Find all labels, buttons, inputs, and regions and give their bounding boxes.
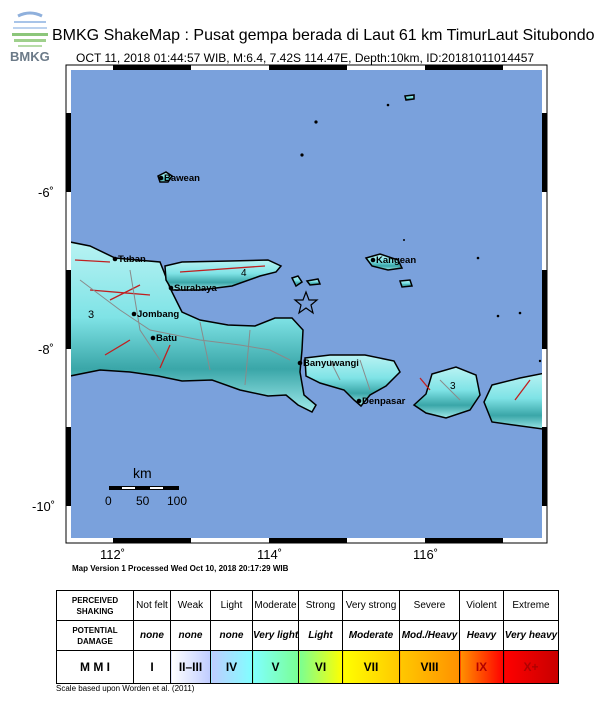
lombok-island [412, 366, 481, 419]
bmkg-logo [10, 8, 50, 48]
map-version-note: Map Version 1 Processed Wed Oct 10, 2018… [72, 564, 289, 573]
intensity-legend: PERCEIVED SHAKING Not felt Weak Light Mo… [56, 590, 559, 684]
shaking-cell: Light [210, 590, 253, 621]
city-label-bawean: Bawean [164, 173, 200, 184]
lat-label: -6˚ [38, 185, 54, 200]
mmi-cell: V [252, 650, 299, 684]
admin-boundaries [79, 269, 461, 401]
scale-bar: km 0 50 100 [105, 465, 187, 508]
damage-row: POTENTIAL DAMAGE none none none Very lig… [56, 620, 559, 651]
mmi-row: M M I I II–III IV V VI VII VIII IX X+ [56, 650, 559, 684]
row-label: M M I [56, 650, 134, 684]
shaking-cell: Not felt [133, 590, 171, 621]
mmi-cell: II–III [170, 650, 211, 684]
row-label: PERCEIVED SHAKING [56, 590, 134, 621]
city-label-batu: Batu [156, 333, 177, 344]
small-island [305, 278, 322, 286]
lon-label: 112˚ [100, 547, 125, 562]
shaking-cell: Very strong [342, 590, 400, 621]
logo-text: BMKG [10, 49, 50, 64]
fault-lines [74, 259, 531, 401]
lat-label: -10˚ [32, 499, 55, 514]
mmi-cell: VII [342, 650, 400, 684]
shaking-cell: Strong [298, 590, 343, 621]
small-island [398, 279, 414, 288]
shaking-row: PERCEIVED SHAKING Not felt Weak Light Mo… [56, 590, 559, 621]
damage-cell: Heavy [459, 620, 504, 651]
damage-cell: Very light [252, 620, 299, 651]
mmi-cell: VIII [399, 650, 460, 684]
scale-label: 0 [105, 494, 112, 508]
page-title: BMKG ShakeMap : Pusat gempa berada di La… [52, 27, 595, 44]
scale-label: 100 [167, 494, 187, 508]
contour-label: 4 [241, 268, 247, 279]
epicenter-star-icon[interactable] [293, 290, 319, 315]
city-markers [112, 175, 376, 404]
damage-cell: none [133, 620, 171, 651]
mmi-cell: X+ [503, 650, 559, 684]
city-label-denpasar: Denpasar [362, 396, 406, 407]
shaking-cell: Extreme [503, 590, 559, 621]
damage-cell: none [210, 620, 253, 651]
lat-label: -8˚ [38, 342, 54, 357]
scale-note: Scale based upon Worden et al. (2011) [56, 684, 195, 693]
mmi-cell: I [133, 650, 171, 684]
scale-label: 50 [136, 494, 150, 508]
damage-cell: Very heavy [503, 620, 559, 651]
small-island [404, 94, 415, 101]
damage-cell: Mod./Heavy [399, 620, 460, 651]
mmi-cell: VI [298, 650, 343, 684]
shaking-cell: Severe [399, 590, 460, 621]
event-subtitle: OCT 11, 2018 01:44:57 WIB, M:6.4, 7.42S … [76, 51, 535, 65]
kangean-island [364, 253, 404, 271]
shaking-cell: Violent [459, 590, 504, 621]
damage-cell: Moderate [342, 620, 400, 651]
city-label-kangean: Kangean [376, 255, 416, 266]
city-label-jombang: Jombang [137, 309, 179, 320]
damage-cell: none [170, 620, 211, 651]
scale-unit: km [133, 465, 152, 481]
bmkg-logo-icon [12, 11, 48, 47]
frame-ticks [66, 65, 547, 543]
small-island [290, 275, 304, 288]
contour-label: 3 [88, 309, 94, 321]
bali-island [304, 354, 401, 408]
row-label: POTENTIAL DAMAGE [56, 620, 134, 651]
damage-cell: Light [298, 620, 343, 651]
lon-label: 116˚ [413, 547, 438, 562]
shaking-cell: Moderate [252, 590, 299, 621]
shaking-cell: Weak [170, 590, 211, 621]
mmi-cell: IV [210, 650, 253, 684]
city-label-banyuwangi: Banyuwangi [303, 358, 359, 369]
contour-label: 3 [450, 381, 456, 392]
islets [300, 103, 542, 363]
shakemap[interactable]: Bawean Tuban Surabaya Jombang Batu Banyu… [0, 0, 612, 580]
city-label-surabaya: Surabaya [174, 283, 217, 294]
mmi-cell: IX [459, 650, 504, 684]
lon-label: 114˚ [257, 547, 282, 562]
city-label-tuban: Tuban [118, 254, 146, 265]
sumbawa-island [483, 372, 542, 430]
